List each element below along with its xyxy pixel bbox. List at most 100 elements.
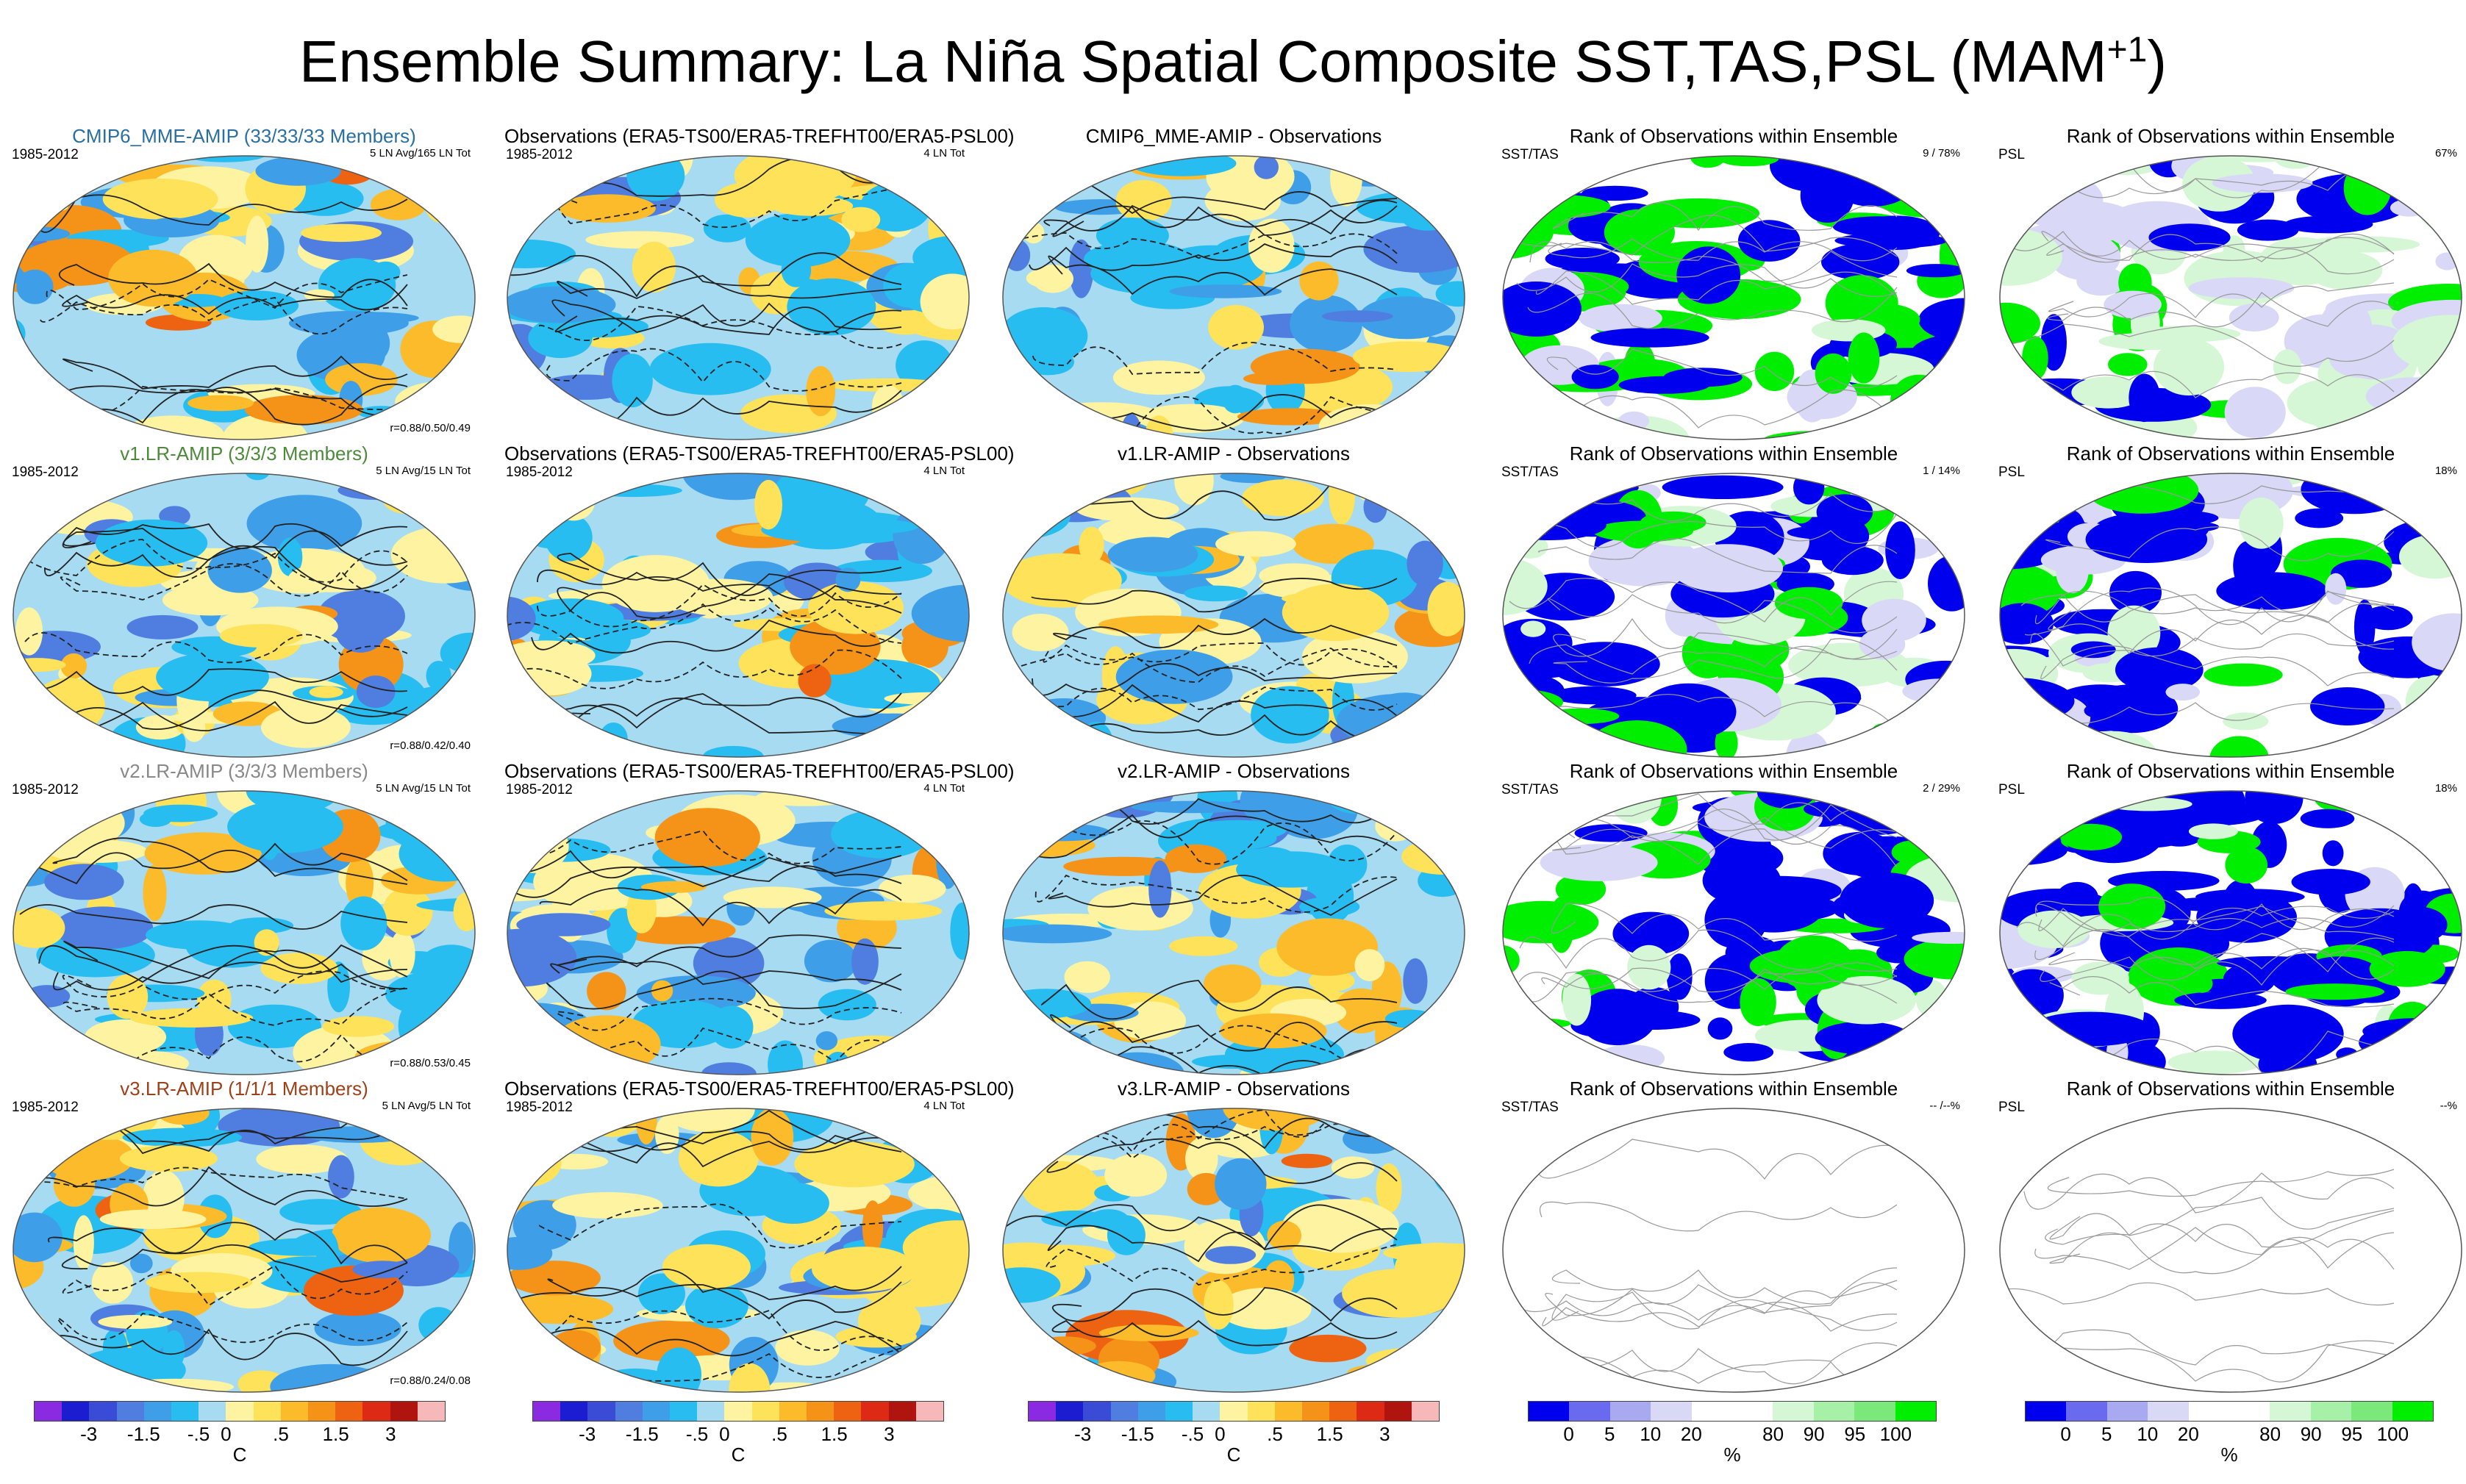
colorbar-swatch <box>724 1402 752 1421</box>
rank-blob <box>2365 377 2456 415</box>
contour-line <box>512 1309 902 1351</box>
rank-blob <box>1848 332 1880 384</box>
rank-blob <box>1627 944 1671 990</box>
rank-panel-title: Rank of Observations within Ensemble <box>1569 442 1898 465</box>
rank-blob <box>2032 411 2072 436</box>
psl-panel-title: Rank of Observations within Ensemble <box>2066 760 2395 782</box>
anomaly-blob <box>13 908 65 948</box>
contour-line <box>2030 633 2395 667</box>
anomaly-blob <box>1003 387 1025 400</box>
contour-line <box>2000 370 2395 398</box>
anomaly-blob <box>1427 581 1465 637</box>
anomaly-blob <box>426 661 451 691</box>
contour-line <box>1509 578 1898 623</box>
contour-line <box>2045 1210 2395 1248</box>
anomaly-field <box>507 156 969 440</box>
anomaly-blob <box>1104 1154 1168 1197</box>
rank-blob <box>2153 338 2225 396</box>
rank-blob <box>1737 220 1801 262</box>
rank-blob <box>1588 535 1701 587</box>
rank-blob <box>1590 328 1709 348</box>
rank-blob <box>1618 376 1710 394</box>
anomaly-blob <box>534 413 558 440</box>
contour-line <box>1521 968 1898 1004</box>
contour-line <box>517 649 902 689</box>
model-panel-title: v2.LR-AMIP (3/3/3 Members) <box>120 760 368 782</box>
rank-field <box>2000 156 2462 440</box>
model-period-label: 1985-2012 <box>12 1100 79 1115</box>
field-background <box>1503 1108 1965 1392</box>
anomaly-blob <box>1267 1220 1301 1250</box>
anomaly-blob <box>640 881 707 893</box>
anomaly-blob <box>552 1191 663 1219</box>
anomaly-blob <box>304 312 419 325</box>
rank-blob <box>2024 794 2070 824</box>
rank-blob <box>2224 387 2286 438</box>
map-outline <box>1002 790 1465 1075</box>
colorbar-tick-label: 80 <box>2259 1423 2281 1445</box>
rank-blob <box>1821 243 1900 280</box>
rank-blob <box>2204 663 2283 687</box>
anomaly-blob <box>215 290 299 320</box>
anomaly-blob <box>922 728 969 757</box>
colorbar-swatch <box>834 1402 862 1421</box>
colorbar-tick-label: -1.5 <box>625 1423 659 1445</box>
contour-line <box>554 307 902 335</box>
colorbar-unit-label: C <box>731 1444 746 1466</box>
contour-line <box>1031 578 1398 613</box>
anomaly-blob <box>507 1108 573 1116</box>
model-map <box>12 1108 476 1393</box>
anomaly-blob <box>135 714 185 740</box>
anomaly-blob <box>1220 1013 1327 1049</box>
contour-line <box>1518 962 1898 993</box>
anomaly-blob <box>219 624 303 648</box>
contour-line <box>2048 282 2395 318</box>
anomaly-blob <box>1185 1137 1218 1180</box>
rank-blob <box>2129 373 2160 423</box>
rank-blob <box>1952 221 1965 254</box>
diff-panel-title: v1.LR-AMIP - Observations <box>1118 442 1350 465</box>
anomaly-blob <box>1021 698 1107 738</box>
model-count-label: 5 LN Avg/165 LN Tot <box>369 147 471 159</box>
anomaly-blob <box>1321 310 1393 323</box>
contour-line <box>1553 638 1898 684</box>
model-panel-title: CMIP6_MME-AMIP (33/33/33 Members) <box>72 125 416 147</box>
contour-line <box>1552 825 1898 868</box>
rank-blob <box>2426 1032 2462 1056</box>
obs-panel-title: Observations (ERA5-TS00/ERA5-TREFHT00/ER… <box>504 442 1015 465</box>
anomaly-blob <box>638 1273 685 1314</box>
anomaly-blob <box>915 732 969 748</box>
anomaly-blob <box>1112 360 1205 395</box>
anomaly-blob <box>1290 295 1362 353</box>
anomaly-blob <box>804 939 858 983</box>
anomaly-blob <box>346 856 374 910</box>
colorbar-swatch <box>807 1402 834 1421</box>
contour-line <box>1529 240 1898 282</box>
anomaly-blob <box>1003 989 1091 1019</box>
anomaly-blob <box>332 1207 432 1263</box>
rank-blob <box>1627 986 1679 1028</box>
map-outline <box>1999 790 2462 1075</box>
rank-blob <box>1811 319 1886 342</box>
map-outline <box>1002 155 1465 440</box>
anomaly-blob <box>831 809 932 859</box>
colorbar-swatch <box>1329 1402 1357 1421</box>
anomaly-blob <box>1399 156 1461 201</box>
colorbar-swatch <box>1247 1402 1275 1421</box>
psl-map <box>1999 473 2462 758</box>
model-r-label: r=0.88/0.42/0.40 <box>390 739 471 752</box>
anomaly-blob <box>528 318 593 359</box>
anomaly-blob <box>421 1034 475 1075</box>
anomaly-blob <box>255 156 341 186</box>
rank-blob <box>1555 873 1607 905</box>
contour-line <box>2016 906 2395 947</box>
colorbar-swatch <box>1732 1402 1773 1421</box>
anomaly-blob <box>1435 281 1465 307</box>
contour-line <box>1535 270 1898 305</box>
contour-line <box>62 970 408 1000</box>
anomaly-blob <box>337 481 417 501</box>
contour-line <box>1540 694 1898 729</box>
colorbar-swatch <box>1274 1402 1303 1421</box>
anomaly-blob <box>139 811 172 827</box>
colorbar-swatch <box>2106 1402 2148 1421</box>
